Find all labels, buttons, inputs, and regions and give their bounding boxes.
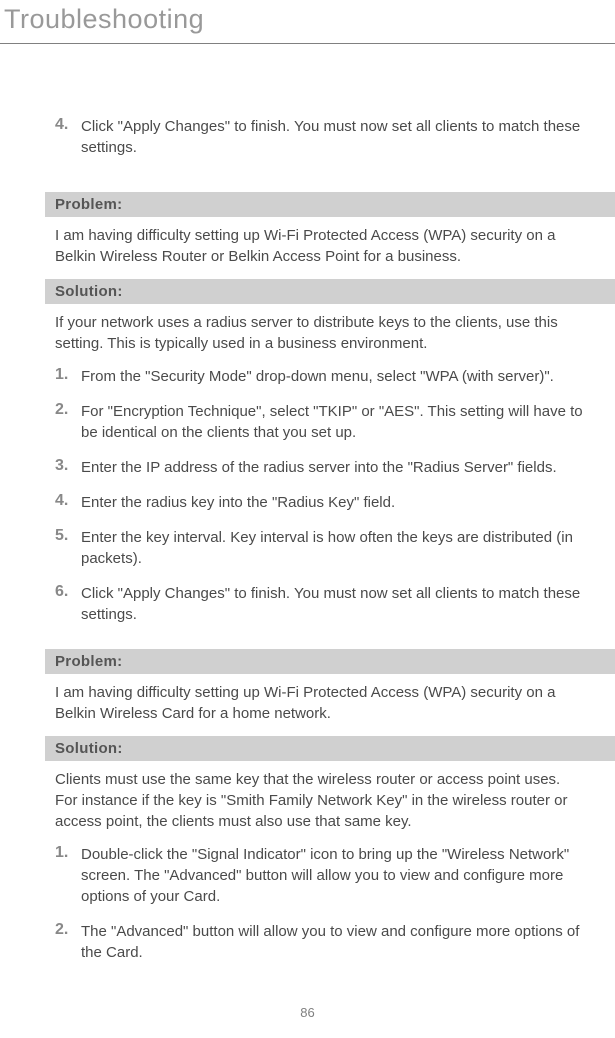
page-title: Troubleshooting	[4, 4, 615, 35]
step-text: Click "Apply Changes" to finish. You mus…	[81, 116, 585, 158]
step-number: 2.	[55, 921, 81, 963]
step-item: 2. The "Advanced" button will allow you …	[55, 921, 585, 963]
page-header: Troubleshooting	[0, 0, 615, 44]
problem-text: I am having difficulty setting up Wi-Fi …	[55, 225, 585, 267]
step-item: 4. Enter the radius key into the "Radius…	[55, 492, 585, 513]
step-item: 2. For "Encryption Technique", select "T…	[55, 401, 585, 443]
step-text: From the "Security Mode" drop-down menu,…	[81, 366, 554, 387]
step-item: 6. Click "Apply Changes" to finish. You …	[55, 583, 585, 625]
step-text: Enter the key interval. Key interval is …	[81, 527, 585, 569]
step-number: 1.	[55, 366, 81, 387]
step-text: The "Advanced" button will allow you to …	[81, 921, 585, 963]
step-number: 6.	[55, 583, 81, 625]
page-number: 86	[0, 1005, 615, 1020]
step-text: Double-click the "Signal Indicator" icon…	[81, 844, 585, 907]
step-text: For "Encryption Technique", select "TKIP…	[81, 401, 585, 443]
step-number: 2.	[55, 401, 81, 443]
problem-label: Problem:	[45, 192, 615, 217]
step-text: Enter the radius key into the "Radius Ke…	[81, 492, 395, 513]
step-number: 4.	[55, 492, 81, 513]
solution-label: Solution:	[45, 279, 615, 304]
solution-intro: Clients must use the same key that the w…	[55, 769, 585, 832]
step-text: Click "Apply Changes" to finish. You mus…	[81, 583, 585, 625]
step-item: 1. From the "Security Mode" drop-down me…	[55, 366, 585, 387]
step-item: 5. Enter the key interval. Key interval …	[55, 527, 585, 569]
problem-label: Problem:	[45, 649, 615, 674]
step-item: 4. Click "Apply Changes" to finish. You …	[55, 116, 585, 158]
page-content: 4. Click "Apply Changes" to finish. You …	[0, 116, 615, 963]
step-number: 1.	[55, 844, 81, 907]
step-number: 3.	[55, 457, 81, 478]
step-item: 3. Enter the IP address of the radius se…	[55, 457, 585, 478]
step-text: Enter the IP address of the radius serve…	[81, 457, 557, 478]
step-number: 4.	[55, 116, 81, 158]
problem-text: I am having difficulty setting up Wi-Fi …	[55, 682, 585, 724]
solution-intro: If your network uses a radius server to …	[55, 312, 585, 354]
step-number: 5.	[55, 527, 81, 569]
solution-label: Solution:	[45, 736, 615, 761]
step-item: 1. Double-click the "Signal Indicator" i…	[55, 844, 585, 907]
